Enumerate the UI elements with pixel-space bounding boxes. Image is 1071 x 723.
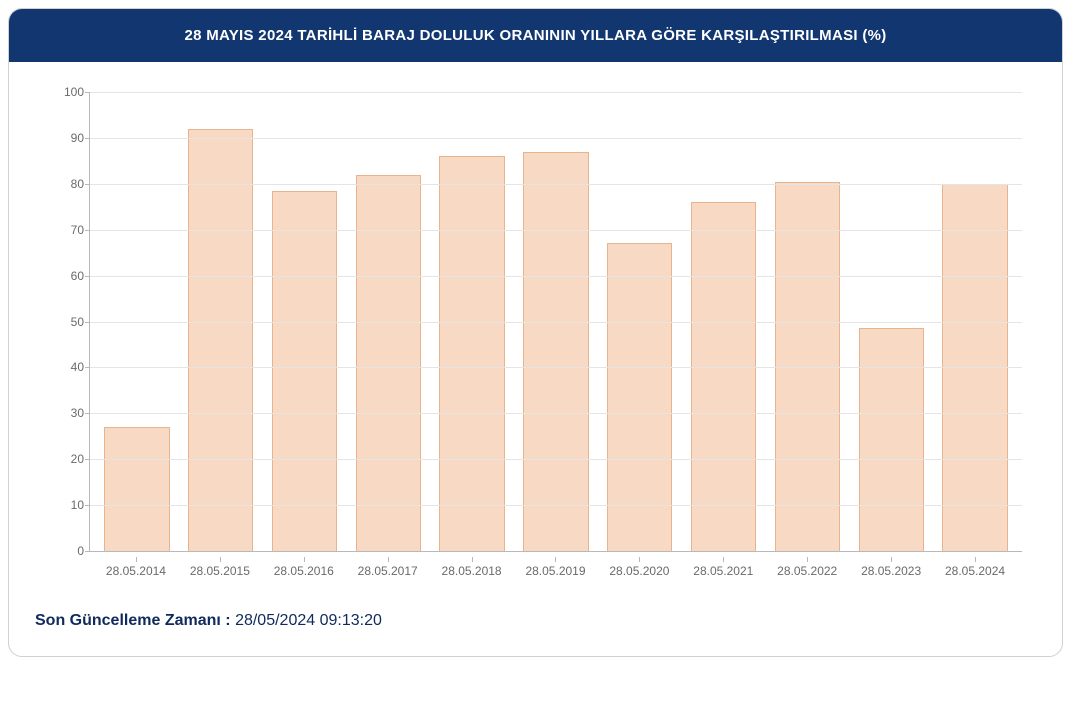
- x-tick-label: 28.05.2014: [94, 558, 178, 582]
- y-tick-label: 100: [50, 85, 84, 99]
- last-updated-label: Son Güncelleme Zamanı :: [35, 612, 231, 629]
- x-tick-label: 28.05.2021: [681, 558, 765, 582]
- y-tick: [85, 505, 90, 506]
- y-tick: [85, 367, 90, 368]
- x-tick: [304, 557, 305, 562]
- bar: [104, 427, 169, 551]
- plot-region: 0102030405060708090100: [89, 92, 1022, 552]
- grid-line: [90, 367, 1022, 368]
- y-tick: [85, 276, 90, 277]
- y-tick-label: 60: [50, 269, 84, 283]
- y-tick-label: 70: [50, 223, 84, 237]
- y-tick: [85, 92, 90, 93]
- grid-line: [90, 230, 1022, 231]
- y-tick-label: 40: [50, 360, 84, 374]
- x-tick-label: 28.05.2024: [933, 558, 1017, 582]
- y-tick: [85, 184, 90, 185]
- x-tick: [555, 557, 556, 562]
- x-tick: [807, 557, 808, 562]
- y-tick: [85, 413, 90, 414]
- y-tick-label: 0: [50, 544, 84, 558]
- x-tick-label: 28.05.2023: [849, 558, 933, 582]
- chart-area: 0102030405060708090100 28.05.201428.05.2…: [9, 62, 1062, 592]
- x-tick-label: 28.05.2015: [178, 558, 262, 582]
- y-tick-label: 20: [50, 452, 84, 466]
- grid-line: [90, 184, 1022, 185]
- bar: [691, 202, 756, 551]
- bar: [188, 129, 253, 551]
- y-tick-label: 90: [50, 131, 84, 145]
- last-updated: Son Güncelleme Zamanı : 28/05/2024 09:13…: [9, 592, 1062, 656]
- x-tick-label: 28.05.2019: [514, 558, 598, 582]
- grid-line: [90, 413, 1022, 414]
- x-tick-label: 28.05.2022: [765, 558, 849, 582]
- y-tick: [85, 138, 90, 139]
- y-tick: [85, 551, 90, 552]
- grid-line: [90, 92, 1022, 93]
- y-tick-label: 30: [50, 406, 84, 420]
- grid-line: [90, 505, 1022, 506]
- grid-line: [90, 276, 1022, 277]
- bar: [523, 152, 588, 551]
- x-tick: [891, 557, 892, 562]
- x-tick-label: 28.05.2018: [430, 558, 514, 582]
- x-tick: [723, 557, 724, 562]
- y-tick: [85, 322, 90, 323]
- x-tick-label: 28.05.2020: [597, 558, 681, 582]
- x-tick: [472, 557, 473, 562]
- grid-line: [90, 459, 1022, 460]
- chart-title: 28 MAYIS 2024 TARİHLİ BARAJ DOLULUK ORAN…: [9, 9, 1062, 62]
- x-tick: [639, 557, 640, 562]
- y-tick-label: 50: [50, 315, 84, 329]
- bar-chart: 0102030405060708090100 28.05.201428.05.2…: [39, 82, 1032, 582]
- x-tick: [975, 557, 976, 562]
- x-tick: [136, 557, 137, 562]
- y-tick: [85, 459, 90, 460]
- grid-line: [90, 322, 1022, 323]
- grid-line: [90, 138, 1022, 139]
- x-tick: [220, 557, 221, 562]
- y-tick: [85, 230, 90, 231]
- bar: [859, 328, 924, 551]
- last-updated-value: 28/05/2024 09:13:20: [235, 612, 382, 629]
- bar: [356, 175, 421, 551]
- y-tick-label: 80: [50, 177, 84, 191]
- bar: [775, 182, 840, 551]
- x-tick: [388, 557, 389, 562]
- bar: [272, 191, 337, 551]
- x-axis-labels: 28.05.201428.05.201528.05.201628.05.2017…: [89, 558, 1022, 582]
- x-tick-label: 28.05.2017: [346, 558, 430, 582]
- bar: [439, 156, 504, 551]
- x-tick-label: 28.05.2016: [262, 558, 346, 582]
- chart-card: 28 MAYIS 2024 TARİHLİ BARAJ DOLULUK ORAN…: [8, 8, 1063, 657]
- y-tick-label: 10: [50, 498, 84, 512]
